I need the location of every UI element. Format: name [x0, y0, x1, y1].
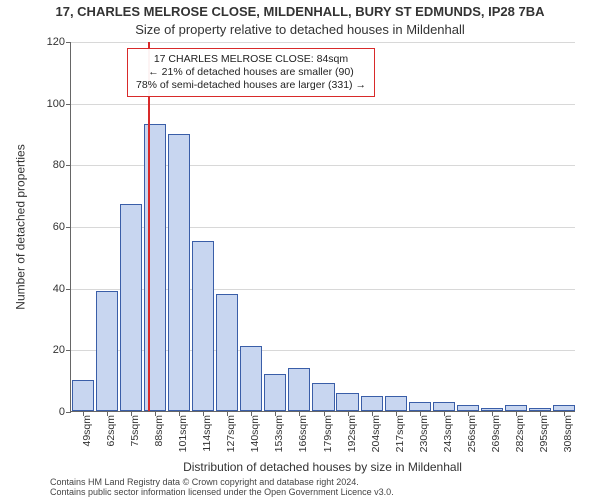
x-axis-label: Distribution of detached houses by size …: [70, 460, 575, 474]
ytick-mark: [66, 289, 71, 290]
xtick-label: 166sqm: [297, 415, 309, 452]
ytick-label: 0: [59, 406, 65, 418]
xtick-label: 295sqm: [538, 415, 550, 452]
footer-attribution: Contains HM Land Registry data © Crown c…: [50, 478, 394, 498]
xtick-label: 49sqm: [81, 415, 93, 447]
xtick-label: 62sqm: [105, 415, 117, 447]
xtick-label: 101sqm: [177, 415, 189, 452]
ytick-mark: [66, 42, 71, 43]
xtick-label: 153sqm: [273, 415, 285, 452]
xtick-label: 140sqm: [249, 415, 261, 452]
xtick-label: 269sqm: [490, 415, 502, 452]
histogram-plot: 02040608010012049sqm62sqm75sqm88sqm101sq…: [70, 42, 575, 412]
histogram-bar: [288, 368, 310, 411]
ytick-label: 20: [53, 344, 65, 356]
histogram-bar: [361, 396, 383, 411]
histogram-bar: [385, 396, 407, 411]
xtick-label: 282sqm: [514, 415, 526, 452]
histogram-bar: [192, 241, 214, 411]
property-annotation-box: 17 CHARLES MELROSE CLOSE: 84sqm ← 21% of…: [127, 48, 375, 97]
ytick-mark: [66, 165, 71, 166]
histogram-bar: [240, 346, 262, 411]
ytick-label: 120: [47, 36, 65, 48]
histogram-bar: [433, 402, 455, 411]
xtick-label: 204sqm: [370, 415, 382, 452]
xtick-label: 114sqm: [201, 415, 213, 452]
xtick-label: 217sqm: [394, 415, 406, 452]
annotation-line-1: 17 CHARLES MELROSE CLOSE: 84sqm: [136, 53, 366, 66]
ytick-mark: [66, 412, 71, 413]
histogram-bar: [72, 380, 94, 411]
xtick-label: 256sqm: [466, 415, 478, 452]
footer-line-2: Contains public sector information licen…: [50, 488, 394, 498]
y-axis-label: Number of detached properties: [14, 42, 28, 412]
ytick-label: 100: [47, 98, 65, 110]
xtick-label: 192sqm: [346, 415, 358, 452]
page-subtitle: Size of property relative to detached ho…: [0, 22, 600, 37]
histogram-bar: [409, 402, 431, 411]
gridline: [71, 42, 575, 43]
ytick-mark: [66, 104, 71, 105]
xtick-label: 88sqm: [153, 415, 165, 447]
ytick-label: 40: [53, 283, 65, 295]
histogram-bar: [264, 374, 286, 411]
xtick-label: 308sqm: [562, 415, 574, 452]
histogram-bar: [120, 204, 142, 411]
page-title-address: 17, CHARLES MELROSE CLOSE, MILDENHALL, B…: [0, 4, 600, 19]
ytick-label: 80: [53, 159, 65, 171]
histogram-bar: [312, 383, 334, 411]
annotation-line-2: ← 21% of detached houses are smaller (90…: [136, 66, 366, 79]
annotation-line-3: 78% of semi-detached houses are larger (…: [136, 79, 366, 92]
xtick-label: 127sqm: [225, 415, 237, 452]
gridline: [71, 104, 575, 105]
xtick-label: 179sqm: [322, 415, 334, 452]
xtick-label: 230sqm: [418, 415, 430, 452]
ytick-mark: [66, 350, 71, 351]
ytick-label: 60: [53, 221, 65, 233]
histogram-bar: [216, 294, 238, 411]
histogram-bar: [96, 291, 118, 411]
ytick-mark: [66, 227, 71, 228]
xtick-label: 243sqm: [442, 415, 454, 452]
histogram-bar: [336, 393, 358, 412]
xtick-label: 75sqm: [129, 415, 141, 447]
histogram-bar: [168, 134, 190, 412]
